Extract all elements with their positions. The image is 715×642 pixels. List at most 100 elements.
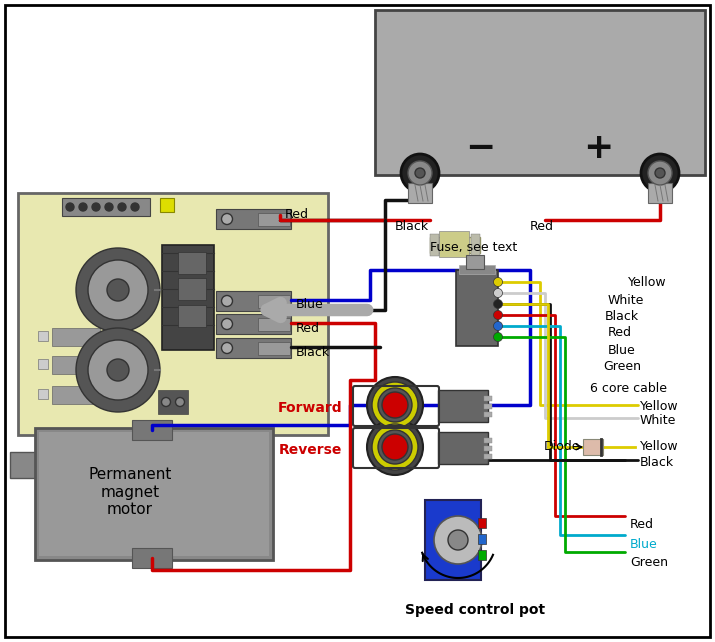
Circle shape: [76, 248, 160, 332]
Circle shape: [372, 424, 418, 470]
Circle shape: [66, 203, 74, 211]
Text: Yellow: Yellow: [640, 399, 679, 413]
Circle shape: [222, 318, 232, 329]
Circle shape: [434, 516, 482, 564]
Text: Speed control pot: Speed control pot: [405, 603, 545, 617]
Text: Forward: Forward: [277, 401, 342, 415]
Text: Green: Green: [630, 555, 668, 569]
FancyBboxPatch shape: [178, 252, 206, 274]
Text: Black: Black: [296, 345, 330, 358]
Circle shape: [408, 161, 432, 185]
FancyBboxPatch shape: [52, 386, 100, 404]
Text: Black: Black: [605, 311, 639, 324]
FancyBboxPatch shape: [18, 193, 328, 435]
FancyBboxPatch shape: [430, 237, 480, 253]
Circle shape: [493, 277, 503, 286]
Circle shape: [107, 279, 129, 301]
FancyBboxPatch shape: [258, 342, 290, 355]
FancyBboxPatch shape: [216, 338, 291, 358]
FancyBboxPatch shape: [648, 183, 672, 203]
Text: Fuse, see text: Fuse, see text: [430, 241, 517, 254]
Text: −: −: [465, 131, 495, 165]
FancyBboxPatch shape: [471, 234, 480, 256]
FancyBboxPatch shape: [484, 396, 492, 401]
Circle shape: [448, 530, 468, 550]
Circle shape: [372, 382, 418, 428]
Text: Red: Red: [608, 327, 632, 340]
Circle shape: [378, 388, 412, 422]
Text: Black: Black: [395, 220, 429, 232]
FancyBboxPatch shape: [38, 359, 48, 369]
Circle shape: [92, 203, 100, 211]
Circle shape: [415, 168, 425, 178]
Circle shape: [493, 300, 503, 309]
FancyBboxPatch shape: [216, 291, 291, 311]
FancyBboxPatch shape: [484, 404, 492, 409]
Text: Yellow: Yellow: [640, 440, 679, 453]
FancyBboxPatch shape: [38, 331, 48, 341]
FancyBboxPatch shape: [425, 500, 481, 580]
Circle shape: [367, 419, 423, 475]
FancyBboxPatch shape: [484, 446, 492, 451]
Circle shape: [493, 322, 503, 331]
Circle shape: [131, 203, 139, 211]
FancyBboxPatch shape: [456, 270, 498, 346]
Text: Red: Red: [530, 220, 554, 232]
FancyBboxPatch shape: [216, 209, 291, 229]
Circle shape: [88, 340, 148, 400]
Text: Black: Black: [640, 456, 674, 469]
FancyBboxPatch shape: [158, 390, 188, 414]
Circle shape: [222, 214, 232, 225]
Text: White: White: [608, 293, 644, 306]
FancyBboxPatch shape: [258, 213, 290, 226]
Circle shape: [76, 328, 160, 412]
Circle shape: [118, 203, 126, 211]
FancyBboxPatch shape: [38, 389, 48, 399]
FancyBboxPatch shape: [439, 231, 469, 257]
Text: Red: Red: [630, 519, 654, 532]
Circle shape: [641, 154, 679, 192]
Text: 6 core cable: 6 core cable: [590, 381, 667, 394]
FancyBboxPatch shape: [178, 278, 206, 300]
FancyBboxPatch shape: [52, 356, 100, 374]
FancyBboxPatch shape: [35, 428, 273, 560]
FancyBboxPatch shape: [132, 548, 172, 568]
Circle shape: [655, 168, 665, 178]
Circle shape: [79, 203, 87, 211]
Circle shape: [367, 377, 423, 433]
FancyBboxPatch shape: [466, 255, 484, 269]
FancyBboxPatch shape: [160, 198, 174, 212]
FancyBboxPatch shape: [62, 198, 150, 216]
FancyBboxPatch shape: [484, 412, 492, 417]
Circle shape: [378, 430, 412, 464]
Text: Reverse: Reverse: [279, 443, 342, 457]
Text: +: +: [583, 131, 613, 165]
Circle shape: [648, 161, 672, 185]
Circle shape: [401, 154, 439, 192]
Circle shape: [222, 342, 232, 354]
Text: Blue: Blue: [608, 343, 636, 356]
FancyBboxPatch shape: [52, 328, 100, 346]
Circle shape: [493, 288, 503, 297]
FancyBboxPatch shape: [478, 518, 486, 528]
Text: Blue: Blue: [296, 299, 324, 311]
FancyBboxPatch shape: [478, 534, 486, 544]
Text: Red: Red: [296, 322, 320, 334]
FancyBboxPatch shape: [438, 432, 488, 464]
FancyBboxPatch shape: [39, 432, 269, 556]
Circle shape: [88, 260, 148, 320]
Circle shape: [493, 311, 503, 320]
Text: Permanent
magnet
motor: Permanent magnet motor: [89, 467, 172, 517]
Circle shape: [382, 434, 408, 460]
FancyBboxPatch shape: [132, 420, 172, 440]
Text: Green: Green: [603, 361, 641, 374]
Text: Blue: Blue: [630, 539, 658, 551]
Text: White: White: [640, 415, 676, 428]
Circle shape: [493, 333, 503, 342]
Circle shape: [382, 392, 408, 418]
FancyBboxPatch shape: [162, 245, 214, 350]
Text: Diode: Diode: [543, 440, 580, 453]
Circle shape: [222, 295, 232, 306]
FancyBboxPatch shape: [438, 390, 488, 422]
Circle shape: [105, 203, 113, 211]
